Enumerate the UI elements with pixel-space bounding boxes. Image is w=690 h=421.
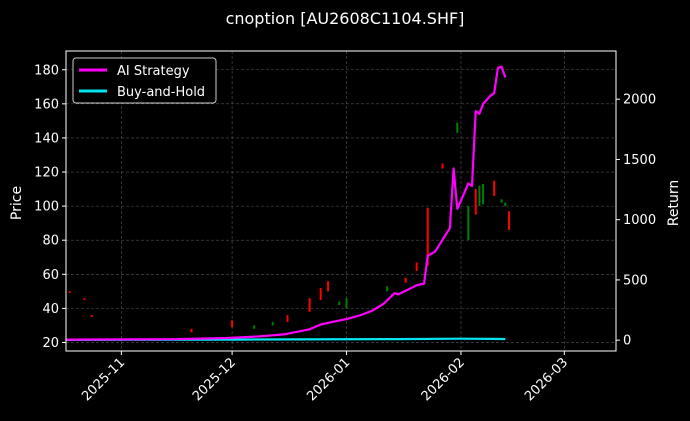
candle: [83, 298, 86, 300]
candle: [190, 328, 193, 333]
right-tick-label: 0: [623, 334, 631, 349]
candle: [441, 163, 444, 169]
plot-frame: [65, 50, 617, 352]
left-axis-label: Price: [9, 186, 25, 220]
candle: [286, 315, 289, 323]
left-axis: 20 40 60 80 100 120 140 160 180: [34, 63, 66, 351]
left-tick-label: 60: [42, 268, 59, 283]
legend-label-ai-strategy: AI Strategy: [117, 64, 190, 79]
candle: [386, 286, 389, 292]
candle: [426, 207, 429, 266]
right-axis: 0 500 1000 1500 2000: [616, 93, 656, 349]
candle: [493, 180, 496, 196]
left-tick-label: 120: [34, 166, 59, 181]
left-tick-label: 160: [34, 97, 59, 112]
candle: [271, 322, 274, 326]
candle: [415, 262, 418, 271]
candle: [90, 315, 93, 317]
legend-box: [72, 57, 217, 104]
candle: [482, 183, 485, 205]
candle: [68, 291, 71, 294]
legend: AI Strategy Buy-and-Hold: [72, 57, 217, 104]
candle: [504, 202, 507, 207]
candle: [345, 298, 348, 309]
candle: [478, 185, 481, 207]
chart-title: cnoption [AU2608C1104.SHF]: [226, 9, 465, 28]
candle: [231, 320, 234, 328]
right-tick-label: 2000: [623, 93, 656, 108]
candle: [253, 325, 256, 329]
right-axis-label: Return: [666, 180, 682, 226]
candle: [338, 301, 341, 305]
candle: [327, 281, 330, 292]
candle: [500, 199, 503, 203]
series-lines: [65, 65, 507, 341]
legend-label-buy-and-hold: Buy-and-Hold: [117, 85, 205, 100]
candles: [68, 122, 510, 333]
right-tick-label: 1000: [623, 213, 656, 228]
candle: [319, 287, 322, 300]
candle: [474, 189, 477, 215]
left-tick-label: 80: [42, 234, 59, 249]
series-line-ai-strategy: [65, 65, 507, 341]
left-tick-label: 40: [42, 302, 59, 317]
candle: [308, 298, 311, 312]
candle: [467, 206, 470, 241]
left-tick-label: 140: [34, 131, 59, 146]
left-tick-label: 180: [34, 63, 59, 78]
left-tick-label: 100: [34, 200, 59, 215]
candle: [456, 122, 459, 133]
candle: [507, 211, 510, 230]
right-tick-label: 1500: [623, 153, 656, 168]
candle: [404, 277, 407, 283]
right-tick-label: 500: [623, 273, 648, 288]
left-tick-label: 20: [42, 336, 59, 351]
